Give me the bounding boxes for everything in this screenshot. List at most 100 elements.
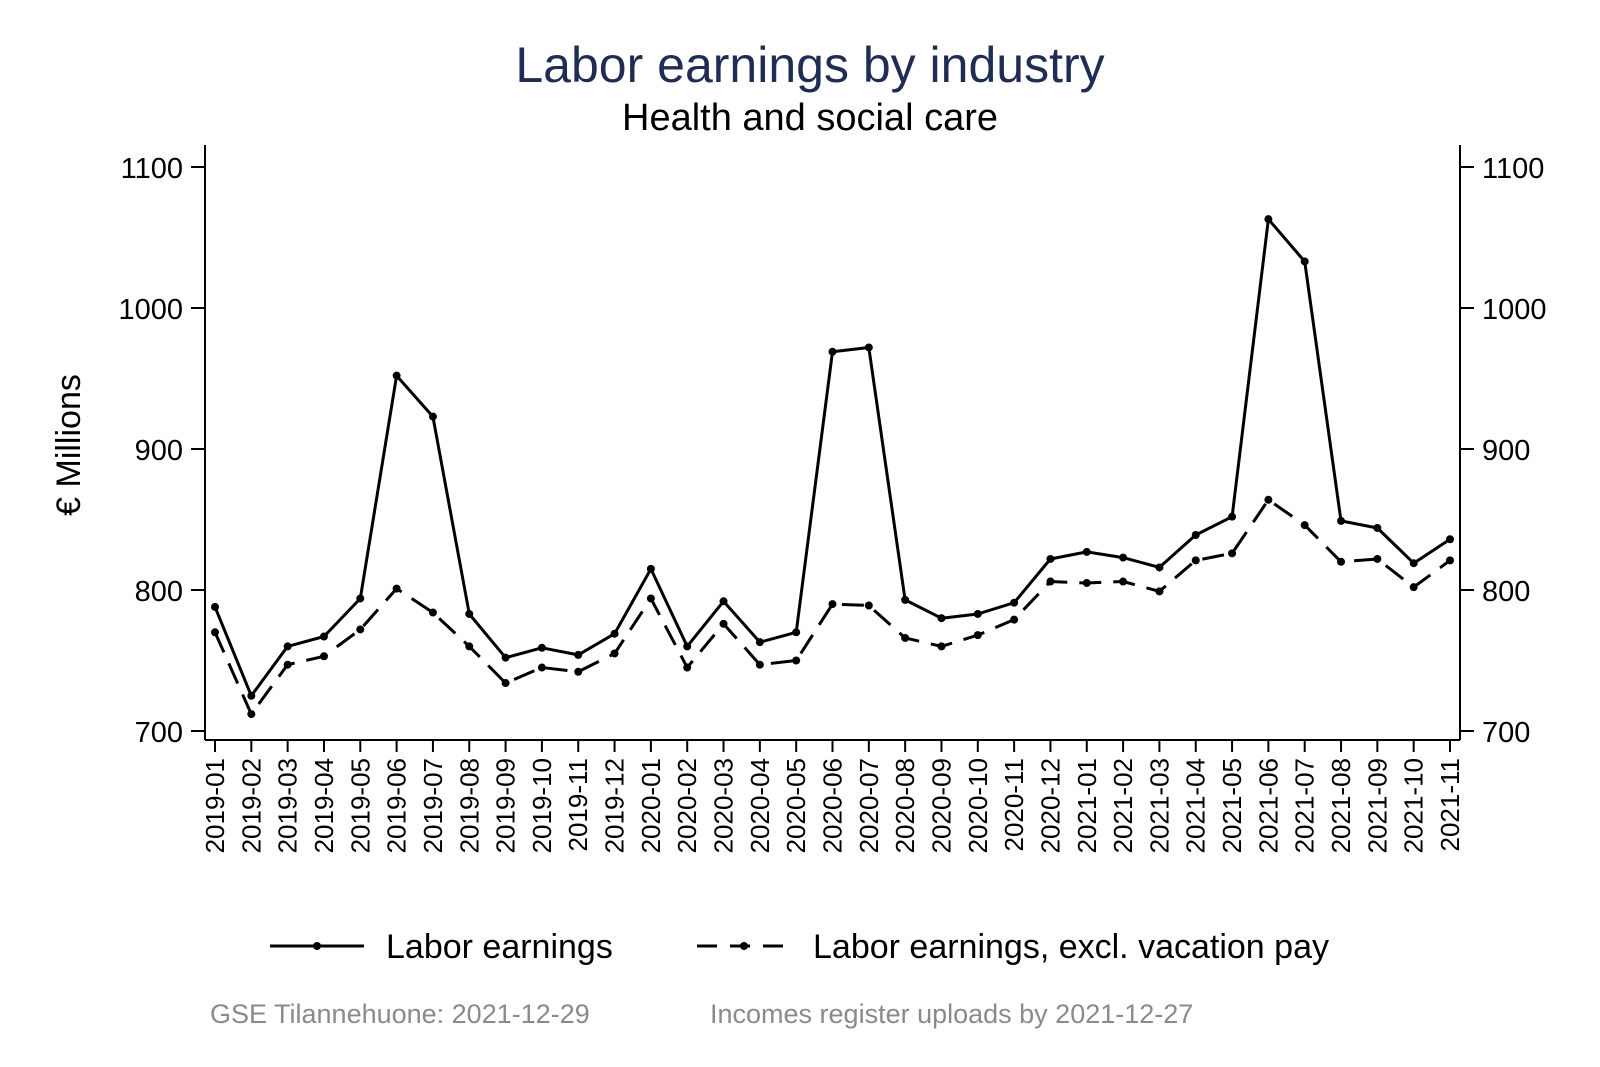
data-point — [574, 667, 583, 676]
data-point — [1010, 598, 1019, 607]
y-tick-label-left: 900 — [135, 435, 183, 467]
x-tick-label: 2021-09 — [1362, 758, 1392, 853]
data-point — [428, 608, 437, 617]
x-tick-label: 2020-11 — [999, 758, 1029, 852]
data-point — [319, 632, 328, 641]
data-point — [465, 642, 474, 651]
data-point — [973, 609, 982, 618]
y-tick-label-left: 1100 — [121, 153, 183, 185]
data-point — [1191, 531, 1200, 540]
y-tick-label-right: 1000 — [1482, 294, 1547, 326]
y-tick-label-right: 800 — [1482, 576, 1530, 608]
x-tick-label: 2019-08 — [454, 758, 484, 853]
data-point — [1191, 556, 1200, 565]
x-tick-label: 2019-02 — [236, 758, 266, 853]
x-tick-label: 2019-06 — [382, 758, 412, 853]
data-point — [211, 602, 219, 611]
x-tick-label: 2020-03 — [709, 758, 739, 853]
data-point — [864, 601, 873, 610]
data-point — [646, 564, 655, 573]
data-point — [1228, 512, 1237, 521]
data-point — [901, 633, 910, 642]
data-point — [901, 595, 910, 604]
legend-item-labor-earnings: Labor earnings — [270, 928, 613, 966]
data-point — [755, 660, 764, 669]
data-point — [1119, 553, 1128, 562]
y-tick-label-left: 800 — [135, 576, 183, 608]
data-point — [610, 629, 619, 638]
data-point — [501, 679, 510, 688]
data-point — [1228, 549, 1237, 558]
legend: Labor earnings Labor earnings, excl. vac… — [270, 928, 1329, 966]
x-tick-label: 2021-05 — [1217, 758, 1247, 853]
data-point — [1337, 516, 1346, 525]
legend-marker-dashed — [740, 942, 748, 950]
data-point — [755, 638, 764, 647]
data-point — [537, 663, 546, 672]
y-tick-label-right: 1100 — [1482, 153, 1544, 185]
data-point — [1409, 583, 1418, 592]
x-tick-label: 2020-05 — [781, 758, 811, 853]
y-tick-label-right: 900 — [1482, 435, 1530, 467]
x-tick-label: 2021-08 — [1326, 758, 1356, 853]
data-point — [1409, 559, 1418, 568]
series-line-labor-earnings — [213, 217, 1451, 698]
footer-source: GSE Tilannehuone: 2021-12-29 — [210, 999, 590, 1029]
data-point — [1300, 521, 1309, 530]
data-point — [646, 594, 655, 603]
data-point — [1010, 615, 1019, 624]
x-tick-label: 2021-10 — [1399, 758, 1429, 853]
x-tick-label: 2020-06 — [818, 758, 848, 853]
x-tick-label: 2020-08 — [890, 758, 920, 853]
data-point — [1373, 554, 1382, 563]
data-point — [1119, 577, 1128, 586]
x-tick-label: 2019-07 — [418, 758, 448, 853]
data-point — [392, 371, 401, 380]
legend-label-labor-earnings: Labor earnings — [386, 928, 613, 966]
chart-title: Labor earnings by industry — [515, 37, 1104, 93]
x-tick-label: 2019-10 — [527, 758, 557, 853]
x-tick-label: 2019-04 — [309, 758, 339, 853]
data-point — [537, 643, 546, 652]
data-point — [610, 649, 619, 658]
x-tick-label: 2020-01 — [636, 758, 666, 853]
x-tick-label: 2021-01 — [1072, 758, 1102, 853]
x-tick-label: 2021-04 — [1181, 758, 1211, 853]
data-point — [1264, 495, 1273, 504]
x-tick-label: 2020-10 — [963, 758, 993, 853]
x-tick-label: 2019-12 — [600, 758, 630, 853]
x-tick-label: 2019-01 — [200, 758, 230, 853]
data-point — [1046, 577, 1055, 586]
footer-note: Incomes register uploads by 2021-12-27 — [710, 999, 1193, 1029]
x-axis: 2019-01 2019-02 2019-03 2019-04 2019-05 2019-… — [200, 740, 1465, 853]
x-tick-label: 2020-04 — [745, 758, 775, 853]
data-point — [828, 347, 837, 356]
data-point — [683, 642, 692, 651]
data-point — [1264, 215, 1273, 224]
data-point — [1082, 578, 1091, 587]
x-tick-label: 2021-02 — [1108, 758, 1138, 853]
data-point — [319, 652, 328, 661]
y-tick-label-left: 1000 — [118, 294, 183, 326]
x-tick-label: 2020-07 — [854, 758, 884, 853]
legend-marker-solid — [313, 942, 321, 950]
data-point — [574, 650, 583, 659]
data-point — [247, 710, 256, 719]
data-point — [792, 656, 801, 665]
x-tick-label: 2021-11 — [1435, 758, 1465, 852]
data-point — [392, 584, 401, 593]
y-tick-label-right: 700 — [1482, 717, 1530, 749]
data-point — [1446, 535, 1454, 544]
data-point — [356, 625, 365, 634]
x-tick-label: 2019-05 — [345, 758, 375, 853]
data-point — [1373, 523, 1382, 532]
x-tick-label: 2019-11 — [563, 758, 593, 852]
data-point — [501, 653, 510, 662]
data-point — [973, 631, 982, 640]
data-point — [1046, 554, 1055, 563]
x-tick-label: 2019-03 — [273, 758, 303, 853]
data-point — [465, 609, 474, 618]
y-tick-label-left: 700 — [135, 717, 183, 749]
x-tick-label: 2021-06 — [1253, 758, 1283, 853]
